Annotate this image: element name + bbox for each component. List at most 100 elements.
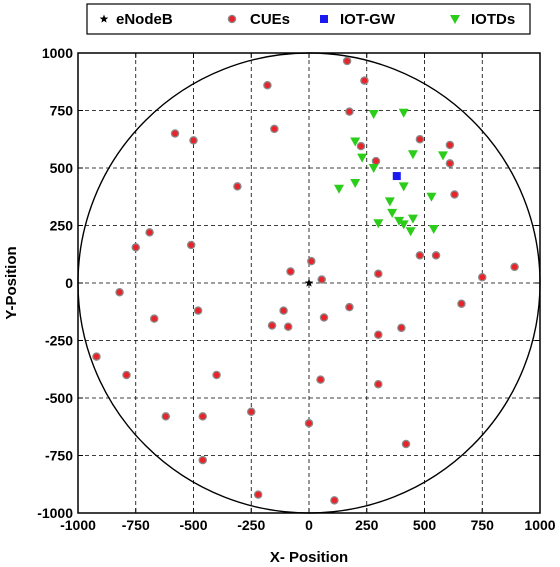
- cues-point: [263, 80, 272, 90]
- legend-marker-iot-gw: [320, 15, 328, 23]
- cues-point: [415, 134, 425, 144]
- series-iot-gw: [392, 172, 401, 181]
- cues-point: [415, 251, 425, 260]
- x-axis-label: X- Position: [270, 549, 348, 566]
- cues-point: [246, 407, 256, 417]
- iotds-point: [407, 150, 418, 160]
- cues-point: [431, 251, 441, 260]
- iotds-point: [398, 182, 409, 192]
- iotds-point: [398, 108, 409, 118]
- enodeb-point: [304, 278, 314, 287]
- iotds-point: [368, 109, 379, 119]
- iotds-point: [437, 151, 448, 161]
- y-tick-label: -1000: [37, 505, 73, 521]
- cues-point: [161, 412, 171, 421]
- cues-point: [189, 136, 198, 145]
- cues-point: [477, 272, 487, 282]
- cues-point: [307, 256, 316, 266]
- iotds-point: [350, 137, 361, 147]
- iotds-point: [394, 216, 405, 226]
- cues-point: [212, 370, 221, 380]
- cues-point: [233, 182, 242, 191]
- series-cues: [92, 56, 519, 505]
- cues-point: [510, 262, 519, 272]
- cues-point: [317, 275, 326, 284]
- x-tick-label: 1000: [524, 517, 555, 533]
- y-tick-label: 500: [50, 160, 74, 176]
- cues-point: [193, 306, 203, 315]
- cues-point: [342, 56, 352, 66]
- cues-point: [115, 287, 124, 297]
- iotds-point: [428, 224, 439, 234]
- series-enodeb: [304, 278, 314, 287]
- cues-point: [304, 419, 314, 428]
- cues-point: [279, 306, 288, 315]
- axis-ticks: -1000 -750 -500 -250 0 250 500 750 1000 -1000 -750…: [37, 45, 556, 533]
- cues-point: [186, 240, 196, 250]
- cues-point: [316, 375, 325, 384]
- legend: eNodeB CUEs IOT-GW IOTDs: [86, 3, 531, 35]
- x-tick-label: 250: [355, 517, 379, 533]
- iotds-point: [405, 227, 416, 237]
- cues-point: [92, 352, 101, 361]
- iotds-point: [373, 219, 384, 229]
- cues-point: [170, 129, 180, 138]
- iotds-point: [387, 208, 398, 218]
- iotds-point: [384, 197, 395, 207]
- cues-point: [198, 412, 207, 421]
- legend-marker-enodeb: [99, 14, 109, 23]
- cues-point: [356, 141, 366, 151]
- legend-label-iot-gw: IOT-GW: [340, 11, 396, 28]
- cues-point: [374, 379, 383, 389]
- y-tick-label: -250: [45, 333, 73, 349]
- x-tick-label: 0: [305, 517, 313, 533]
- x-tick-label: 500: [413, 517, 437, 533]
- cues-point: [371, 156, 381, 166]
- y-tick-label: 750: [50, 103, 74, 119]
- cues-point: [374, 330, 383, 339]
- cues-point: [397, 323, 406, 333]
- cues-point: [253, 490, 263, 499]
- cues-point: [319, 313, 329, 322]
- cues-point: [445, 159, 455, 168]
- iotds-point: [350, 178, 361, 188]
- cues-point: [374, 269, 383, 279]
- iotds-point: [426, 192, 437, 202]
- cues-point: [267, 321, 277, 330]
- data-points: [92, 56, 519, 505]
- cues-point: [401, 439, 411, 449]
- y-axis-label: Y-Position: [3, 246, 20, 319]
- cues-point: [286, 267, 295, 276]
- cues-point: [145, 228, 154, 237]
- cues-point: [345, 302, 354, 312]
- cues-point: [360, 76, 369, 85]
- legend-marker-cues: [227, 14, 237, 24]
- x-tick-label: -750: [122, 517, 150, 533]
- x-tick-label: -250: [237, 517, 265, 533]
- cues-point: [283, 322, 293, 331]
- cues-point: [131, 243, 140, 252]
- y-tick-label: 0: [65, 275, 73, 291]
- cues-point: [457, 299, 466, 308]
- iotds-point: [357, 153, 368, 163]
- cues-point: [330, 496, 339, 505]
- iotds-point: [407, 214, 418, 224]
- cues-point: [270, 124, 279, 134]
- y-tick-label: 250: [50, 218, 74, 234]
- legend-label-iotds: IOTDs: [471, 11, 515, 28]
- iotds-point: [334, 184, 345, 194]
- iotds-point: [368, 164, 379, 173]
- y-tick-label: -500: [45, 390, 73, 406]
- series-iotds: [334, 108, 448, 237]
- x-tick-label: 750: [471, 517, 495, 533]
- iotds-point: [398, 220, 409, 230]
- cues-point: [450, 190, 459, 199]
- cues-point: [445, 140, 455, 150]
- cues-point: [122, 370, 131, 380]
- legend-label-enodeb: eNodeB: [116, 11, 173, 28]
- legend-label-cues: CUEs: [250, 11, 290, 28]
- x-tick-label: -1000: [60, 517, 96, 533]
- x-tick-label: -500: [179, 517, 207, 533]
- iot-gw-point: [392, 172, 401, 181]
